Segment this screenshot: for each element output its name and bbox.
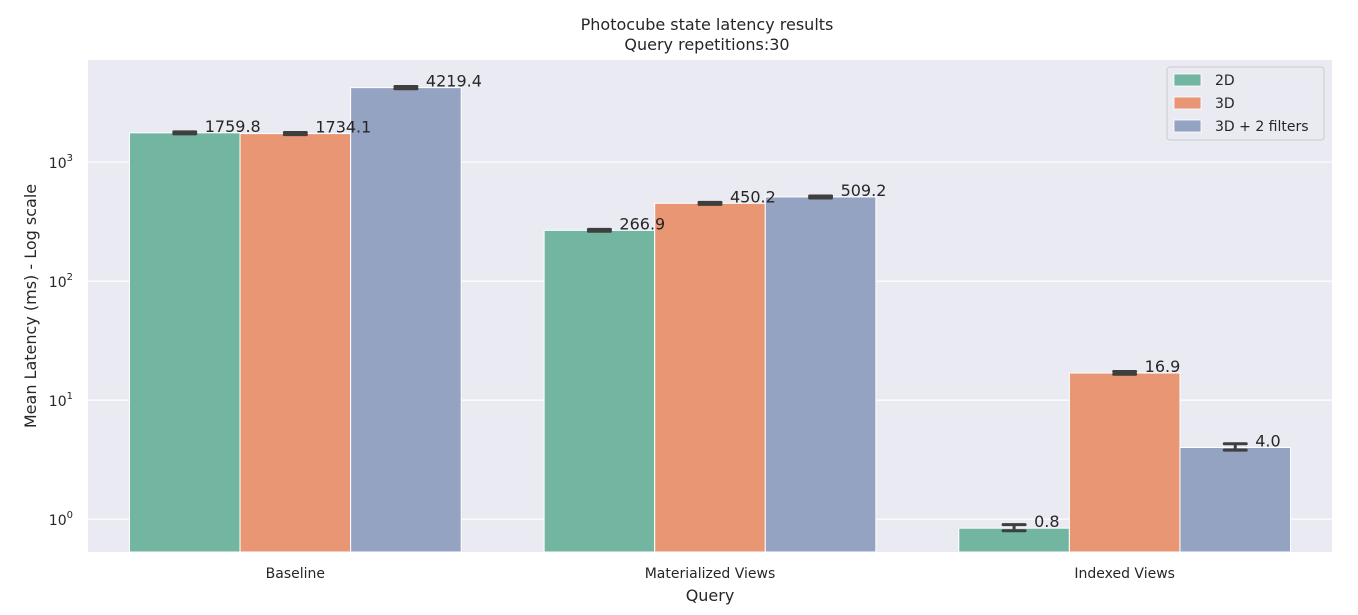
error-bars (172, 85, 1248, 533)
legend: 2D 3D 3D + 2 filters (1166, 66, 1325, 141)
bar (350, 87, 462, 553)
bar-value-label: 4219.4 (426, 72, 482, 91)
bar-value-label: 16.9 (1145, 357, 1181, 376)
bar (543, 229, 656, 553)
y-tick-base: 10 (49, 394, 67, 410)
bar-value-label: 509.2 (841, 181, 887, 200)
y-tick-label: 103 (49, 153, 73, 172)
chart-subtitle: Query repetitions:30 (624, 35, 789, 54)
legend-swatch (1173, 96, 1202, 110)
bar (1068, 372, 1181, 553)
bar-value-label: 1759.8 (205, 117, 261, 136)
y-tick-exponent: 1 (67, 391, 73, 402)
y-tick-base: 10 (49, 275, 67, 291)
x-tick-label: Materialized Views (645, 566, 776, 582)
bar-value-label: 0.8 (1034, 512, 1059, 531)
legend-box (1166, 66, 1325, 141)
legend-swatch (1173, 73, 1202, 87)
bar (764, 196, 877, 553)
y-tick-base: 10 (49, 156, 67, 172)
bar-value-label: 450.2 (730, 187, 776, 206)
y-axis-label: Mean Latency (ms) - Log scale (21, 184, 40, 428)
bar-value-label: 1734.1 (315, 118, 371, 137)
x-axis-label: Query (686, 586, 735, 605)
legend-label: 2D (1215, 73, 1235, 89)
y-tick-exponent: 3 (67, 153, 73, 164)
bar-value-labels: 1759.8 1734.1 4219.4 266.9 450.2 509.2 0.8 16.9… (205, 72, 1281, 532)
y-tick-base: 10 (49, 513, 67, 529)
legend-label: 3D (1215, 96, 1235, 112)
chart-title: Photocube state latency results (581, 15, 834, 34)
y-tick-exponent: 0 (67, 510, 73, 521)
bar-value-label: 4.0 (1255, 432, 1280, 451)
bar (654, 202, 766, 553)
x-tick-label: Baseline (266, 566, 325, 582)
legend-swatch (1173, 119, 1202, 133)
x-tick-labels: Baseline Materialized Views Indexed Views (266, 566, 1175, 582)
bar (239, 133, 352, 553)
bar (128, 132, 241, 553)
y-tick-label: 100 (49, 510, 73, 529)
y-tick-exponent: 2 (67, 272, 73, 283)
x-tick-label: Indexed Views (1074, 566, 1175, 582)
bar (1179, 447, 1292, 553)
bar-value-label: 266.9 (619, 214, 665, 233)
y-tick-label: 101 (49, 391, 73, 410)
y-tick-label: 102 (49, 272, 73, 291)
legend-label: 3D + 2 filters (1215, 119, 1309, 135)
bars (128, 87, 1292, 553)
